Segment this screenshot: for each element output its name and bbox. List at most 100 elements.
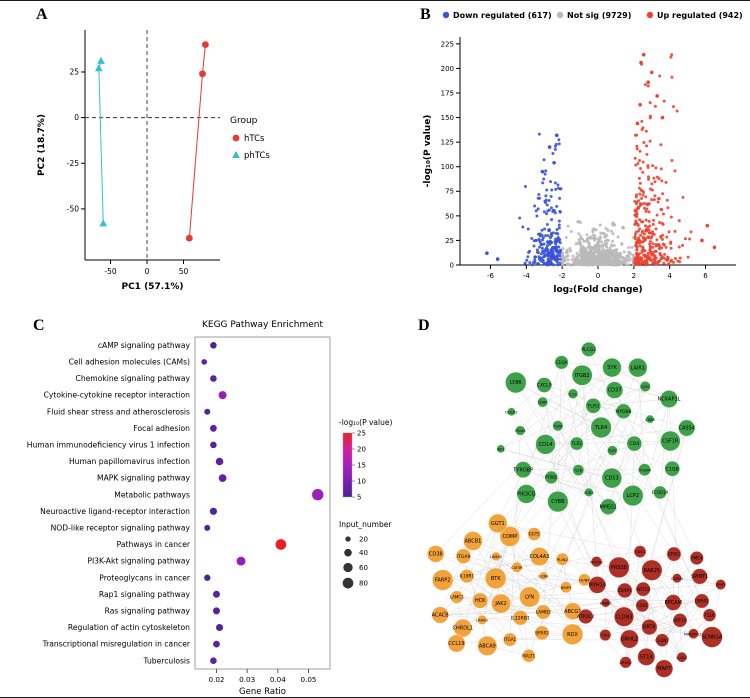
svg-text:COMP: COMP [502,534,517,540]
svg-text:0: 0 [450,261,454,269]
svg-text:MAPK signaling pathway: MAPK signaling pathway [97,474,190,483]
svg-text:LY86: LY86 [510,380,522,386]
svg-text:225: 225 [441,40,454,48]
svg-text:ITGAM: ITGAM [638,467,650,472]
svg-text:-50: -50 [67,204,79,213]
ppi-network-plot: TLR4 TLR2 TLR3 TLR7 TLR8 MYD88 IL1B IL10 CD4 CD14… [427,341,727,678]
svg-text:20: 20 [359,535,368,543]
svg-text:Human papillomavirus infection: Human papillomavirus infection [69,457,190,466]
svg-text:Metabolic pathways: Metabolic pathways [114,490,190,499]
svg-text:Gene Ratio: Gene Ratio [239,687,286,697]
svg-text:Proteoglycans in cancer: Proteoglycans in cancer [99,573,191,582]
svg-text:RDX: RDX [567,632,578,638]
svg-text:HUNK: HUNK [579,578,590,582]
svg-text:FCGR1A: FCGR1A [652,490,669,495]
svg-text:ESRP1: ESRP1 [617,588,632,594]
svg-text:HCK: HCK [475,598,486,604]
svg-text:KRT8: KRT8 [643,625,655,631]
svg-text:DOCK2: DOCK2 [505,410,517,414]
svg-text:KEGG Pathway Enrichment: KEGG Pathway Enrichment [202,320,323,330]
svg-text:PLIN2: PLIN2 [557,557,568,562]
svg-text:150: 150 [441,114,454,122]
svg-text:-50: -50 [104,267,116,276]
svg-text:LYN: LYN [525,595,534,601]
svg-text:0: 0 [596,272,600,280]
svg-text:CLDN4: CLDN4 [671,577,684,581]
svg-text:ABCG1: ABCG1 [564,609,581,615]
svg-text:C1QA: C1QA [556,360,568,365]
svg-text:Neuroactive ligand-receptor in: Neuroactive ligand-receptor interaction [40,507,190,516]
volcano-plot: Down regulated (617) Not sig (9729) Up reg… [423,11,743,295]
svg-text:100: 100 [441,163,454,171]
svg-text:Fluid shear stress and atheros: Fluid shear stress and atherosclerosis [47,407,190,416]
svg-text:5: 5 [357,493,361,501]
kegg-enrichment-dotplot: KEGG Pathway Enrichment 0.02 0.03 0.04 0.05 G… [27,320,393,697]
svg-text:cAMP signaling pathway: cAMP signaling pathway [98,341,191,350]
svg-text:CD53: CD53 [605,476,619,482]
panel-d-label: D [418,317,430,334]
svg-text:TLR3: TLR3 [586,403,599,409]
svg-text:Ras signaling pathway: Ras signaling pathway [105,607,191,616]
svg-text:CLDN3: CLDN3 [615,614,632,620]
svg-text:Cytokine-cytokine receptor int: Cytokine-cytokine receptor interaction [44,391,191,400]
svg-text:LCP2: LCP2 [627,493,639,499]
svg-text:SYK: SYK [607,365,617,371]
svg-text:CD37: CD37 [608,388,622,394]
svg-text:25: 25 [445,237,454,245]
svg-text:ST14: ST14 [640,654,653,660]
svg-text:IL1B: IL1B [575,469,583,473]
svg-text:MALT1: MALT1 [522,653,535,658]
svg-text:-log₁₀(P value): -log₁₀(P value) [339,418,392,427]
svg-text:TMC4: TMC4 [690,556,703,561]
panel-a-label: A [36,6,48,23]
svg-text:200: 200 [441,65,454,73]
svg-text:ATP2C2: ATP2C2 [577,614,594,620]
svg-text:TYROBP: TYROBP [512,467,533,473]
svg-text:MAP7: MAP7 [657,666,671,672]
svg-text:6: 6 [703,272,708,280]
svg-text:Up regulated (942): Up regulated (942) [657,11,743,20]
svg-text:25: 25 [69,68,79,77]
svg-text:CDS1: CDS1 [635,550,646,554]
svg-text:25: 25 [357,429,366,437]
svg-text:MPEG1: MPEG1 [600,504,617,510]
svg-text:GGT1: GGT1 [491,521,505,527]
svg-text:MYD88: MYD88 [615,409,631,415]
svg-text:C1QB: C1QB [666,466,679,472]
svg-text:PI3K-Akt signaling pathway: PI3K-Akt signaling pathway [87,557,190,566]
svg-text:MYH14: MYH14 [589,583,607,589]
svg-text:CYBB: CYBB [551,499,565,505]
svg-text:CCL19: CCL19 [448,641,464,647]
svg-text:Regulation of actin cytoskelet: Regulation of actin cytoskeleton [68,623,190,632]
svg-text:AIF1: AIF1 [497,447,505,451]
svg-text:PRSS8: PRSS8 [611,565,627,571]
svg-text:LAMA1: LAMA1 [476,618,488,622]
svg-text:LAMA5: LAMA5 [490,555,502,559]
svg-text:PC2 (18.7%): PC2 (18.7%) [37,114,47,176]
svg-text:Focal adhesion: Focal adhesion [133,424,190,433]
svg-text:LAMC3: LAMC3 [450,595,464,600]
svg-text:ITGA9: ITGA9 [457,554,471,560]
svg-text:125: 125 [441,139,454,147]
svg-text:PIK3CG: PIK3CG [517,492,535,498]
svg-text:15: 15 [357,461,366,469]
svg-text:-4: -4 [523,272,531,280]
svg-text:FARP2: FARP2 [435,578,451,584]
svg-text:CXCL9: CXCL9 [537,383,552,389]
svg-text:PTPRC: PTPRC [545,475,558,480]
svg-text:Transcriptional misregulation: Transcriptional misregulation in cancer [42,640,191,649]
svg-text:MYO5B: MYO5B [590,560,603,564]
svg-text:Chemokine signaling pathway: Chemokine signaling pathway [76,374,191,383]
svg-text:log₂(Fold change): log₂(Fold change) [553,285,642,295]
svg-text:50: 50 [445,212,454,220]
svg-text:CLDN7: CLDN7 [655,638,669,643]
svg-text:TLR8: TLR8 [552,424,562,428]
svg-text:ITGB2: ITGB2 [575,373,590,379]
svg-text:NCKAP1L: NCKAP1L [658,397,681,403]
svg-text:TLR7: TLR7 [607,449,617,453]
svg-text:IL10: IL10 [569,392,576,396]
svg-text:GGT5: GGT5 [529,532,541,537]
svg-text:RAB25: RAB25 [644,568,660,574]
svg-text:TJP3: TJP3 [600,634,609,638]
